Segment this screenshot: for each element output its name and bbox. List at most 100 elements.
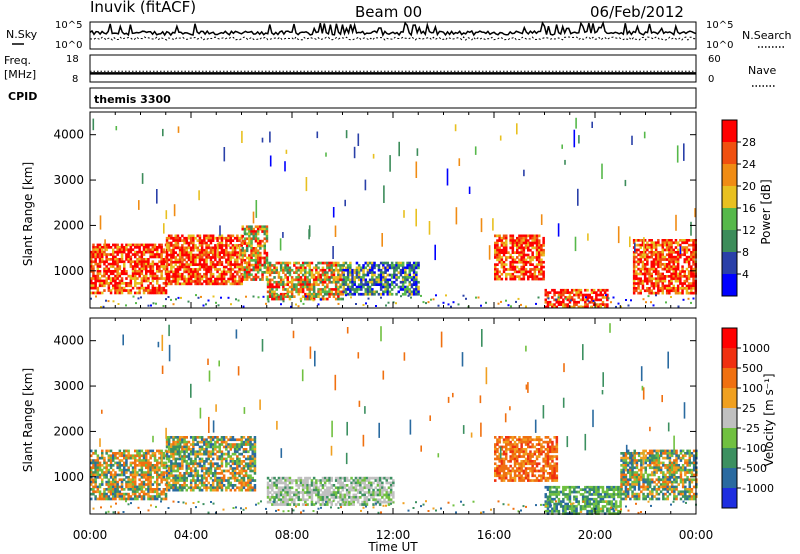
velocity-cell: [288, 493, 292, 497]
power-cell: [129, 291, 133, 295]
power-cell: [145, 274, 148, 278]
power-cell: [357, 268, 361, 272]
power-cell: [241, 249, 244, 253]
velocity-cell: [200, 440, 204, 444]
velocity-cell: [174, 484, 177, 487]
power-cell: [145, 267, 148, 271]
power-cell: [650, 284, 653, 288]
power-cell: [533, 236, 537, 240]
velocity-cell: [310, 491, 314, 494]
power-cell: [261, 256, 264, 260]
power-cell: [557, 298, 561, 302]
velocity-cell: [149, 461, 152, 465]
velocity-cell: [153, 452, 157, 455]
power-cell: [373, 264, 376, 267]
velocity-cell: [211, 462, 215, 466]
velocity-cell: [176, 488, 180, 492]
power-cell: [172, 248, 175, 252]
velocity-cell: [301, 503, 305, 506]
power-cell: [661, 248, 664, 252]
velocity-cell: [156, 483, 159, 486]
velocity-cell: [229, 455, 232, 458]
power-cell: [362, 271, 365, 274]
power-cell: [568, 298, 572, 302]
power-cell: [229, 265, 232, 269]
velocity-cell: [220, 479, 224, 482]
power-cell: [357, 264, 361, 267]
power-cell: [140, 250, 144, 254]
velocity-cell: [129, 456, 133, 460]
power-cell: [326, 285, 329, 289]
power-cell: [229, 256, 232, 259]
date-title: 06/Feb/2012: [590, 3, 684, 21]
power-cell: [103, 274, 106, 278]
power-cell: [668, 243, 671, 247]
power-cell: [399, 261, 403, 265]
power-cell: [218, 253, 221, 257]
power-cell: [248, 244, 251, 248]
power-ytick-label: 1000: [53, 264, 84, 278]
power-cell: [209, 268, 213, 271]
velocity-cell: [123, 466, 126, 470]
power-cell: [227, 244, 230, 247]
velocity-cell: [105, 492, 108, 496]
power-cell: [107, 270, 111, 273]
velocity-cell: [101, 454, 104, 458]
power-cell: [592, 300, 595, 302]
velocity-cell: [229, 481, 232, 485]
power-cell: [107, 246, 111, 249]
velocity-cell: [339, 496, 342, 499]
power-cell: [203, 260, 206, 264]
power-cell: [259, 256, 262, 260]
power-cell: [328, 276, 331, 279]
power-cell: [176, 260, 180, 264]
power-cell: [337, 297, 340, 301]
velocity-cell: [279, 481, 283, 485]
power-cell: [670, 275, 673, 278]
power-cell: [600, 304, 602, 307]
power-cell: [518, 251, 521, 254]
power-cell: [214, 265, 217, 269]
velocity-cell: [268, 479, 272, 482]
power-cell: [632, 239, 636, 242]
power-cell: [92, 267, 95, 271]
power-cell: [342, 288, 345, 291]
power-cell: [174, 244, 177, 247]
power-cell: [661, 246, 664, 249]
power-cell: [142, 267, 146, 271]
power-cell: [661, 284, 664, 288]
power-cell: [553, 305, 556, 309]
velocity-cell: [295, 493, 298, 497]
velocity-cell: [273, 476, 276, 480]
power-cell: [252, 211, 255, 224]
power-cell: [406, 288, 409, 291]
power-cell: [577, 188, 579, 206]
power-cell: [263, 230, 266, 233]
power-cell: [151, 262, 155, 266]
power-cell: [284, 266, 287, 270]
power-cell: [123, 260, 126, 264]
nave-label: Nave: [748, 64, 776, 77]
power-cell: [103, 270, 106, 273]
velocity-cell: [185, 464, 188, 468]
power-cell: [323, 288, 327, 291]
power-cell: [308, 271, 311, 274]
velocity-cell: [120, 464, 124, 467]
power-cell: [681, 284, 684, 288]
power-cell: [337, 264, 340, 267]
velocity-cell: [308, 484, 311, 487]
power-cell: [277, 273, 281, 277]
velocity-cell: [136, 485, 139, 489]
velocity-cell: [181, 464, 184, 468]
power-cell: [384, 266, 387, 270]
power-cell: [344, 266, 348, 270]
power-cell: [557, 303, 561, 306]
power-cell: [533, 246, 537, 250]
velocity-cell: [282, 493, 285, 497]
velocity-cell: [94, 449, 97, 453]
velocity-cell: [185, 440, 188, 444]
power-cell: [687, 270, 691, 273]
power-cell: [674, 241, 678, 245]
power-cell: [165, 272, 169, 276]
power-cell: [685, 258, 689, 261]
